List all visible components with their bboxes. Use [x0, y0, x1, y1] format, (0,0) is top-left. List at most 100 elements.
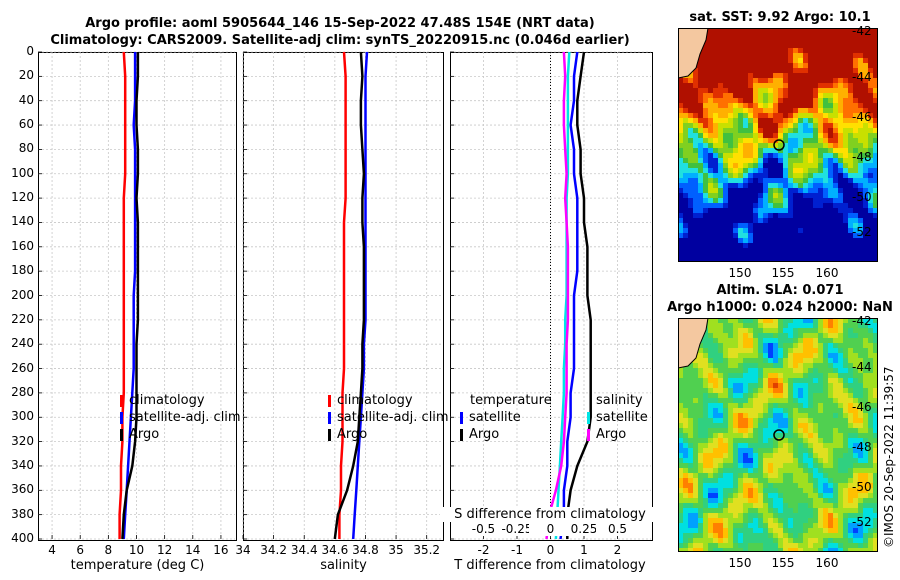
map-cell: [678, 183, 683, 188]
map-cell: [813, 128, 818, 133]
map-cell: [713, 453, 718, 458]
map-cell: [853, 183, 858, 188]
map-cell: [818, 198, 823, 203]
map-cell: [728, 548, 733, 552]
map-cell: [768, 533, 773, 538]
map-cell: [683, 483, 688, 488]
map-cell: [793, 348, 798, 353]
map-cell: [748, 83, 753, 88]
map-cell: [773, 113, 778, 118]
map-cell: [728, 403, 733, 408]
map-cell: [853, 368, 858, 373]
map-cell: [848, 253, 853, 258]
map-cell: [678, 483, 683, 488]
map-cell: [793, 513, 798, 518]
map-cell: [743, 498, 748, 503]
map-cell: [718, 503, 723, 508]
map-cell: [828, 168, 833, 173]
map-cell: [788, 513, 793, 518]
map-cell: [743, 453, 748, 458]
map-cell: [813, 98, 818, 103]
map-cell: [698, 208, 703, 213]
map-cell: [773, 548, 778, 552]
map-cell: [718, 243, 723, 248]
map-cell: [838, 438, 843, 443]
map-cell: [773, 133, 778, 138]
map-cell: [858, 103, 863, 108]
map-cell: [873, 318, 878, 323]
map-cell: [858, 503, 863, 508]
map-cell: [698, 213, 703, 218]
map-cell: [723, 528, 728, 533]
map-cell: [798, 483, 803, 488]
map-cell: [773, 443, 778, 448]
map-cell: [748, 328, 753, 333]
map-cell: [813, 43, 818, 48]
map-cell: [698, 423, 703, 428]
map-cell: [718, 143, 723, 148]
map-cell: [723, 88, 728, 93]
map-cell: [798, 158, 803, 163]
map-cell: [723, 103, 728, 108]
map-cell: [833, 28, 838, 33]
map-cell: [873, 203, 878, 208]
map-cell: [763, 423, 768, 428]
map-cell: [748, 448, 753, 453]
map-cell: [688, 493, 693, 498]
map-cell: [733, 418, 738, 423]
map-cell: [778, 368, 783, 373]
map-cell: [808, 98, 813, 103]
map-cell: [738, 343, 743, 348]
map-cell: [693, 183, 698, 188]
map-cell: [698, 153, 703, 158]
map-cell: [728, 333, 733, 338]
map-cell: [683, 103, 688, 108]
map-cell: [798, 128, 803, 133]
map-cell: [743, 153, 748, 158]
map-cell: [698, 183, 703, 188]
map-cell: [683, 443, 688, 448]
map-cell: [803, 478, 808, 483]
map-cell: [873, 398, 878, 403]
map-cell: [763, 338, 768, 343]
depth-tick-label: 60: [18, 117, 34, 132]
map-cell: [718, 518, 723, 523]
map-cell: [793, 218, 798, 223]
map-cell: [868, 433, 873, 438]
map-cell: [833, 518, 838, 523]
map-cell: [713, 258, 718, 262]
map-cell: [873, 193, 878, 198]
map-cell: [723, 498, 728, 503]
map-cell: [873, 128, 878, 133]
map-cell: [873, 348, 878, 353]
map-cell: [848, 368, 853, 373]
map-cell: [693, 173, 698, 178]
map-cell: [823, 448, 828, 453]
map-cell: [813, 423, 818, 428]
map-cell: [773, 418, 778, 423]
map-cell: [728, 533, 733, 538]
map-cell: [773, 33, 778, 38]
map-cell: [733, 358, 738, 363]
map-cell: [733, 133, 738, 138]
map-cell: [678, 518, 683, 523]
map-cell: [733, 68, 738, 73]
map-cell: [738, 353, 743, 358]
map-cell: [703, 483, 708, 488]
map-cell: [848, 33, 853, 38]
map-cell: [873, 28, 878, 33]
map-cell: [683, 448, 688, 453]
depth-tick-label: 360: [11, 482, 34, 497]
map-cell: [863, 333, 868, 338]
map-cell: [688, 213, 693, 218]
map-cell: [813, 333, 818, 338]
map-cell: [703, 348, 708, 353]
map-cell: [718, 533, 723, 538]
map-cell: [738, 548, 743, 552]
map-cell: [733, 53, 738, 58]
map-cell: [733, 473, 738, 478]
map-cell: [718, 113, 723, 118]
map-cell: [758, 348, 763, 353]
map-cell: [828, 213, 833, 218]
map-cell: [858, 178, 863, 183]
